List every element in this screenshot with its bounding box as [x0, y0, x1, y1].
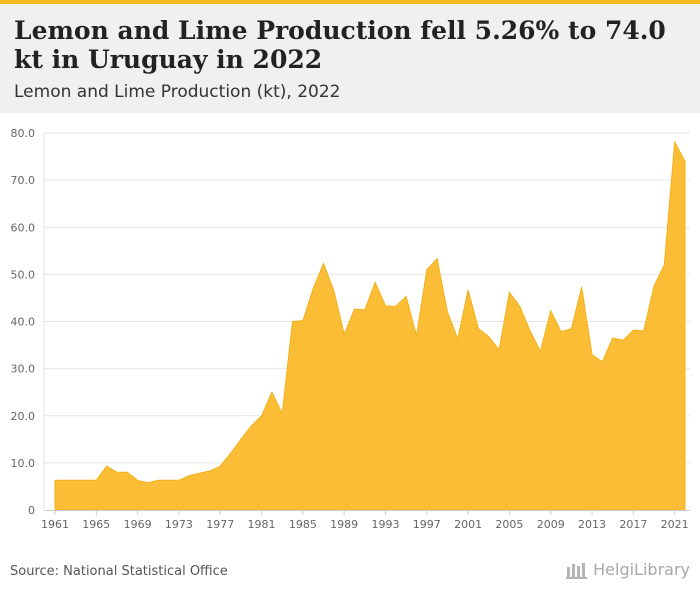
helgi-library-logo: HelgiLibrary [566, 560, 690, 579]
x-tick-label: 1969 [124, 518, 152, 531]
source-note: Source: National Statistical Office [10, 564, 228, 579]
x-tick-label: 1977 [206, 518, 234, 531]
x-tick-label: 1981 [248, 518, 276, 531]
x-tick-label: 1993 [371, 518, 399, 531]
y-tick-label: 30.0 [11, 363, 36, 376]
x-tick-label: 2009 [537, 518, 565, 531]
x-tick-label: 2021 [661, 518, 689, 531]
y-tick-label: 0 [28, 504, 35, 517]
chart-title: Lemon and Lime Production fell 5.26% to … [14, 16, 666, 74]
x-tick-label: 1973 [165, 518, 193, 531]
y-tick-label: 70.0 [11, 174, 36, 187]
x-tick-label: 2005 [495, 518, 523, 531]
x-tick-label: 1989 [330, 518, 358, 531]
logo-text: HelgiLibrary [593, 560, 690, 579]
y-tick-label: 10.0 [11, 457, 36, 470]
x-tick-label: 2001 [454, 518, 482, 531]
x-tick-label: 2013 [578, 518, 606, 531]
y-tick-label: 60.0 [11, 221, 36, 234]
y-tick-label: 40.0 [11, 316, 36, 329]
chart-header: Lemon and Lime Production fell 5.26% to … [0, 4, 700, 113]
accent-bar [0, 0, 700, 4]
area-series [54, 140, 686, 511]
area-chart: 0 10.0 20.0 30.0 40.0 50.0 60.0 70.0 80.0 1961 196… [11, 127, 690, 531]
x-tick-label: 2017 [619, 518, 647, 531]
chart-subtitle: Lemon and Lime Production (kt), 2022 [14, 82, 341, 102]
y-tick-label: 50.0 [11, 268, 36, 281]
y-tick-label: 80.0 [11, 127, 36, 140]
y-tick-label: 20.0 [11, 410, 36, 423]
x-tick-label: 1997 [413, 518, 441, 531]
x-tick-label: 1985 [289, 518, 317, 531]
library-icon [566, 562, 588, 579]
x-tick-label: 1965 [82, 518, 110, 531]
x-tick-label: 1961 [41, 518, 69, 531]
